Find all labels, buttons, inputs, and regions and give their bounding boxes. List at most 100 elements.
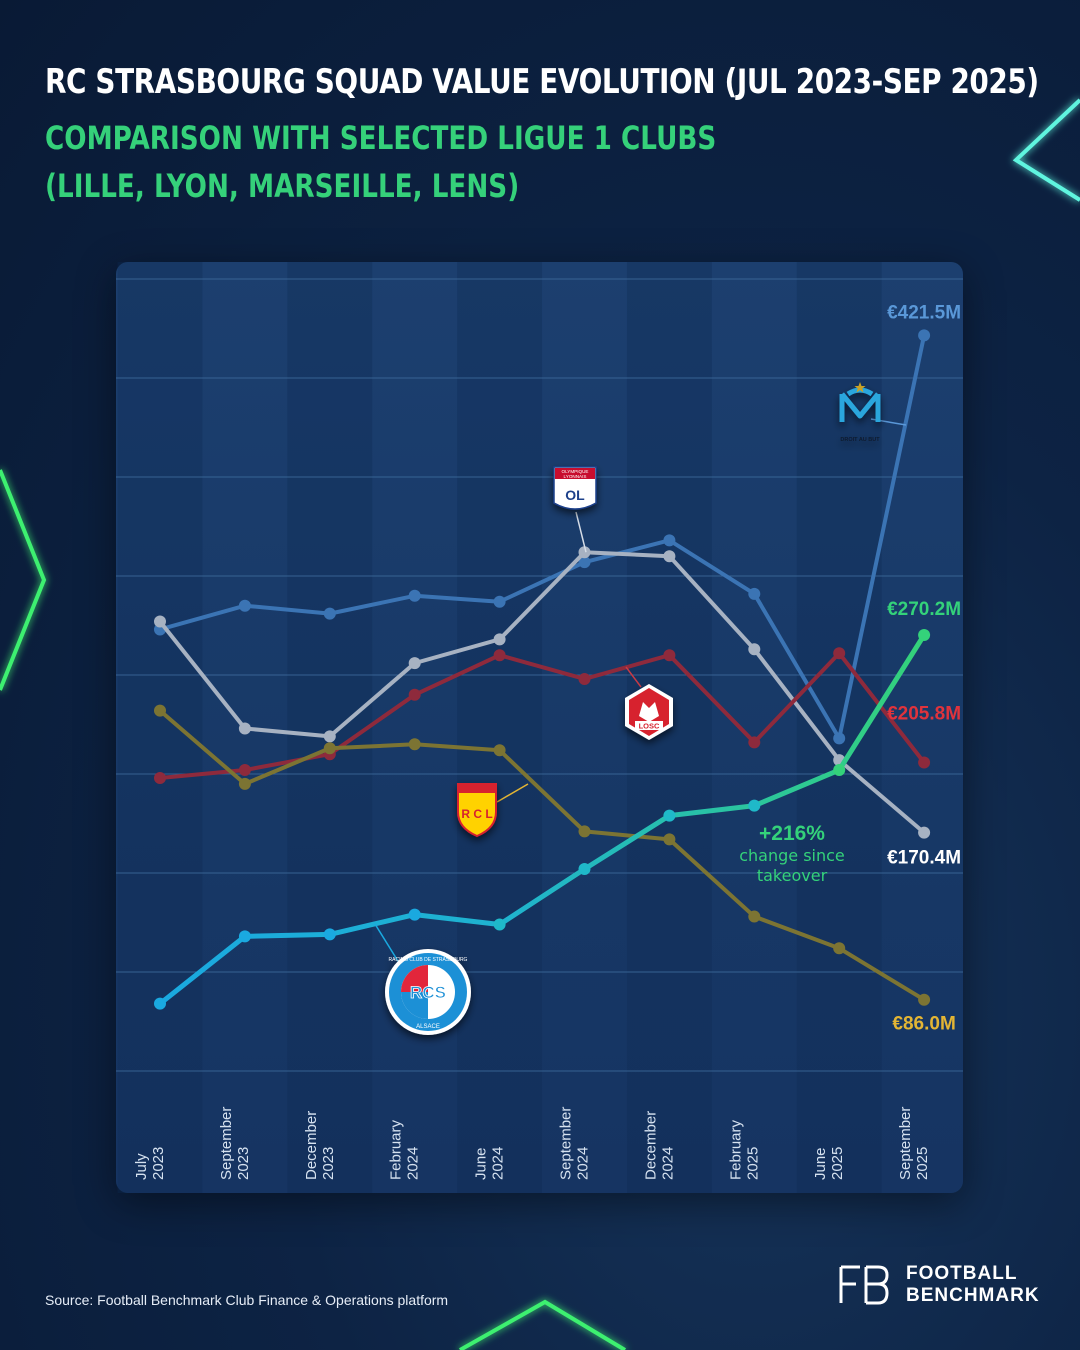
- column-band: [287, 262, 373, 1193]
- line-chart: 50100150200250300350400450Squad valuein …: [116, 262, 963, 1193]
- x-tick-label-line: June: [473, 1147, 490, 1180]
- data-point-lille: [748, 736, 761, 749]
- x-tick-label-line: June: [812, 1147, 829, 1180]
- data-point-strasbourg: [918, 629, 931, 642]
- x-tick-label-line: 2024: [490, 1147, 507, 1180]
- data-point-lens: [323, 742, 336, 755]
- strasbourg-badge-ring-text: RACING CLUB DE STRASBOURG: [389, 957, 468, 963]
- x-tick-label-line: February: [388, 1119, 405, 1180]
- x-tick-label: September2025: [897, 1107, 931, 1180]
- data-point-lyon: [238, 722, 251, 735]
- series-line-strasbourg: [157, 632, 927, 1007]
- data-point-strasbourg: [748, 799, 761, 812]
- annotation-line-1: change since: [739, 846, 845, 865]
- x-tick-label: February2024: [388, 1119, 422, 1180]
- x-tick-label: December2023: [303, 1111, 337, 1180]
- strasbourg-badge-mono: RCS: [410, 983, 446, 1002]
- data-point-strasbourg: [238, 930, 251, 943]
- data-point-lens: [408, 738, 421, 751]
- page-subtitle: COMPARISON WITH SELECTED LIGUE 1 CLUBS (…: [45, 119, 717, 205]
- series-line-lens: [158, 708, 927, 1002]
- data-point-lille: [578, 672, 591, 685]
- data-point-lyon: [154, 615, 166, 628]
- series-line-lille: [158, 651, 927, 780]
- data-point-strasbourg: [323, 928, 336, 941]
- chart-panel: 50100150200250300350400450Squad valuein …: [116, 262, 963, 1193]
- x-tick-label: September2023: [218, 1107, 252, 1180]
- data-point-marseille: [918, 329, 931, 342]
- lille-badge-icon: LOSC: [625, 684, 673, 740]
- end-label-marseille: €421.5M: [887, 302, 961, 323]
- x-tick-label: June2024: [473, 1147, 507, 1180]
- x-tick-label-line: February: [727, 1119, 744, 1180]
- strasbourg-badge-bottom: ALSACE: [416, 1024, 440, 1030]
- marseille-badge-star: [854, 382, 866, 393]
- end-label-lens: €86.0M: [892, 1014, 955, 1035]
- x-tick-label: February2025: [727, 1119, 761, 1180]
- x-tick-label: December2024: [642, 1111, 676, 1180]
- x-tick-label-line: 2024: [405, 1147, 422, 1180]
- annotation-line-2: takeover: [757, 866, 828, 885]
- data-point-lens: [748, 910, 761, 923]
- end-label-strasbourg: €270.2M: [887, 599, 961, 620]
- x-tick-label-line: December: [303, 1111, 320, 1180]
- data-point-strasbourg: [833, 764, 846, 777]
- leader-line-lille: [625, 666, 642, 688]
- data-point-lyon: [578, 546, 591, 559]
- lens-badge-shield: [457, 783, 497, 838]
- x-tick-label-line: July: [133, 1153, 150, 1180]
- marseille-badge-icon: DROIT AU BUT: [839, 382, 881, 443]
- lyon-badge-mono: OL: [565, 487, 585, 503]
- x-tick-label-line: 2024: [575, 1147, 592, 1180]
- data-point-lille: [493, 649, 506, 662]
- column-band: [117, 262, 203, 1193]
- marseille-badge-mark: [839, 387, 881, 422]
- lille-badge-mastiff: [639, 702, 659, 722]
- data-point-strasbourg: [408, 908, 421, 921]
- data-point-strasbourg: [154, 997, 166, 1010]
- column-band: [457, 262, 543, 1193]
- x-tick-label: June2025: [812, 1147, 846, 1180]
- data-point-lyon: [408, 657, 421, 670]
- x-tick-label: July2023: [133, 1147, 167, 1180]
- data-point-lille: [238, 764, 251, 777]
- data-point-marseille: [238, 599, 251, 612]
- data-point-lyon: [323, 730, 336, 743]
- lyon-badge-band: [555, 468, 595, 479]
- end-label-lyon: €170.4M: [887, 848, 961, 869]
- data-point-marseille: [408, 589, 421, 602]
- lyon-badge-top: OLYMPIQUE: [562, 469, 589, 474]
- data-point-marseille: [833, 732, 846, 745]
- data-point-marseille: [493, 595, 506, 608]
- x-tick-label-line: September: [558, 1107, 575, 1180]
- data-point-lens: [493, 744, 506, 757]
- lens-badge-text: R C L: [461, 807, 492, 821]
- x-tick-label-line: September: [218, 1107, 235, 1180]
- brand-name: FOOTBALL BENCHMARK: [906, 1263, 1040, 1307]
- x-tick-label-line: 2025: [914, 1147, 931, 1180]
- lille-badge-text: LOSC: [639, 722, 660, 731]
- data-point-strasbourg: [578, 863, 591, 876]
- data-point-lens: [663, 833, 676, 846]
- x-tick-label-line: 2024: [659, 1147, 676, 1180]
- data-point-strasbourg: [493, 918, 506, 931]
- data-point-strasbourg: [663, 809, 676, 822]
- lens-badge-band: [459, 785, 495, 793]
- data-point-lens: [238, 777, 251, 790]
- source-note: Source: Football Benchmark Club Finance …: [45, 1292, 449, 1308]
- marseille-badge-text: DROIT AU BUT: [840, 437, 880, 443]
- page-title: RC STRASBOURG SQUAD VALUE EVOLUTION (JUL…: [45, 62, 1039, 102]
- data-point-lyon: [663, 550, 676, 563]
- x-tick-label-line: 2023: [320, 1147, 337, 1180]
- x-tick-label: September2024: [558, 1107, 592, 1180]
- data-point-marseille: [663, 534, 676, 547]
- end-label-lille: €205.8M: [887, 704, 961, 725]
- strasbourg-badge-icon: RCS RACING CLUB DE STRASBOURG ALSACE: [385, 949, 471, 1035]
- data-point-lens: [154, 704, 166, 717]
- series-line-marseille: [158, 333, 927, 741]
- lille-badge-band: [635, 721, 663, 730]
- data-point-lyon: [918, 826, 931, 839]
- leader-line-lyon: [575, 511, 587, 553]
- data-point-marseille: [578, 556, 591, 569]
- data-point-marseille: [323, 607, 336, 620]
